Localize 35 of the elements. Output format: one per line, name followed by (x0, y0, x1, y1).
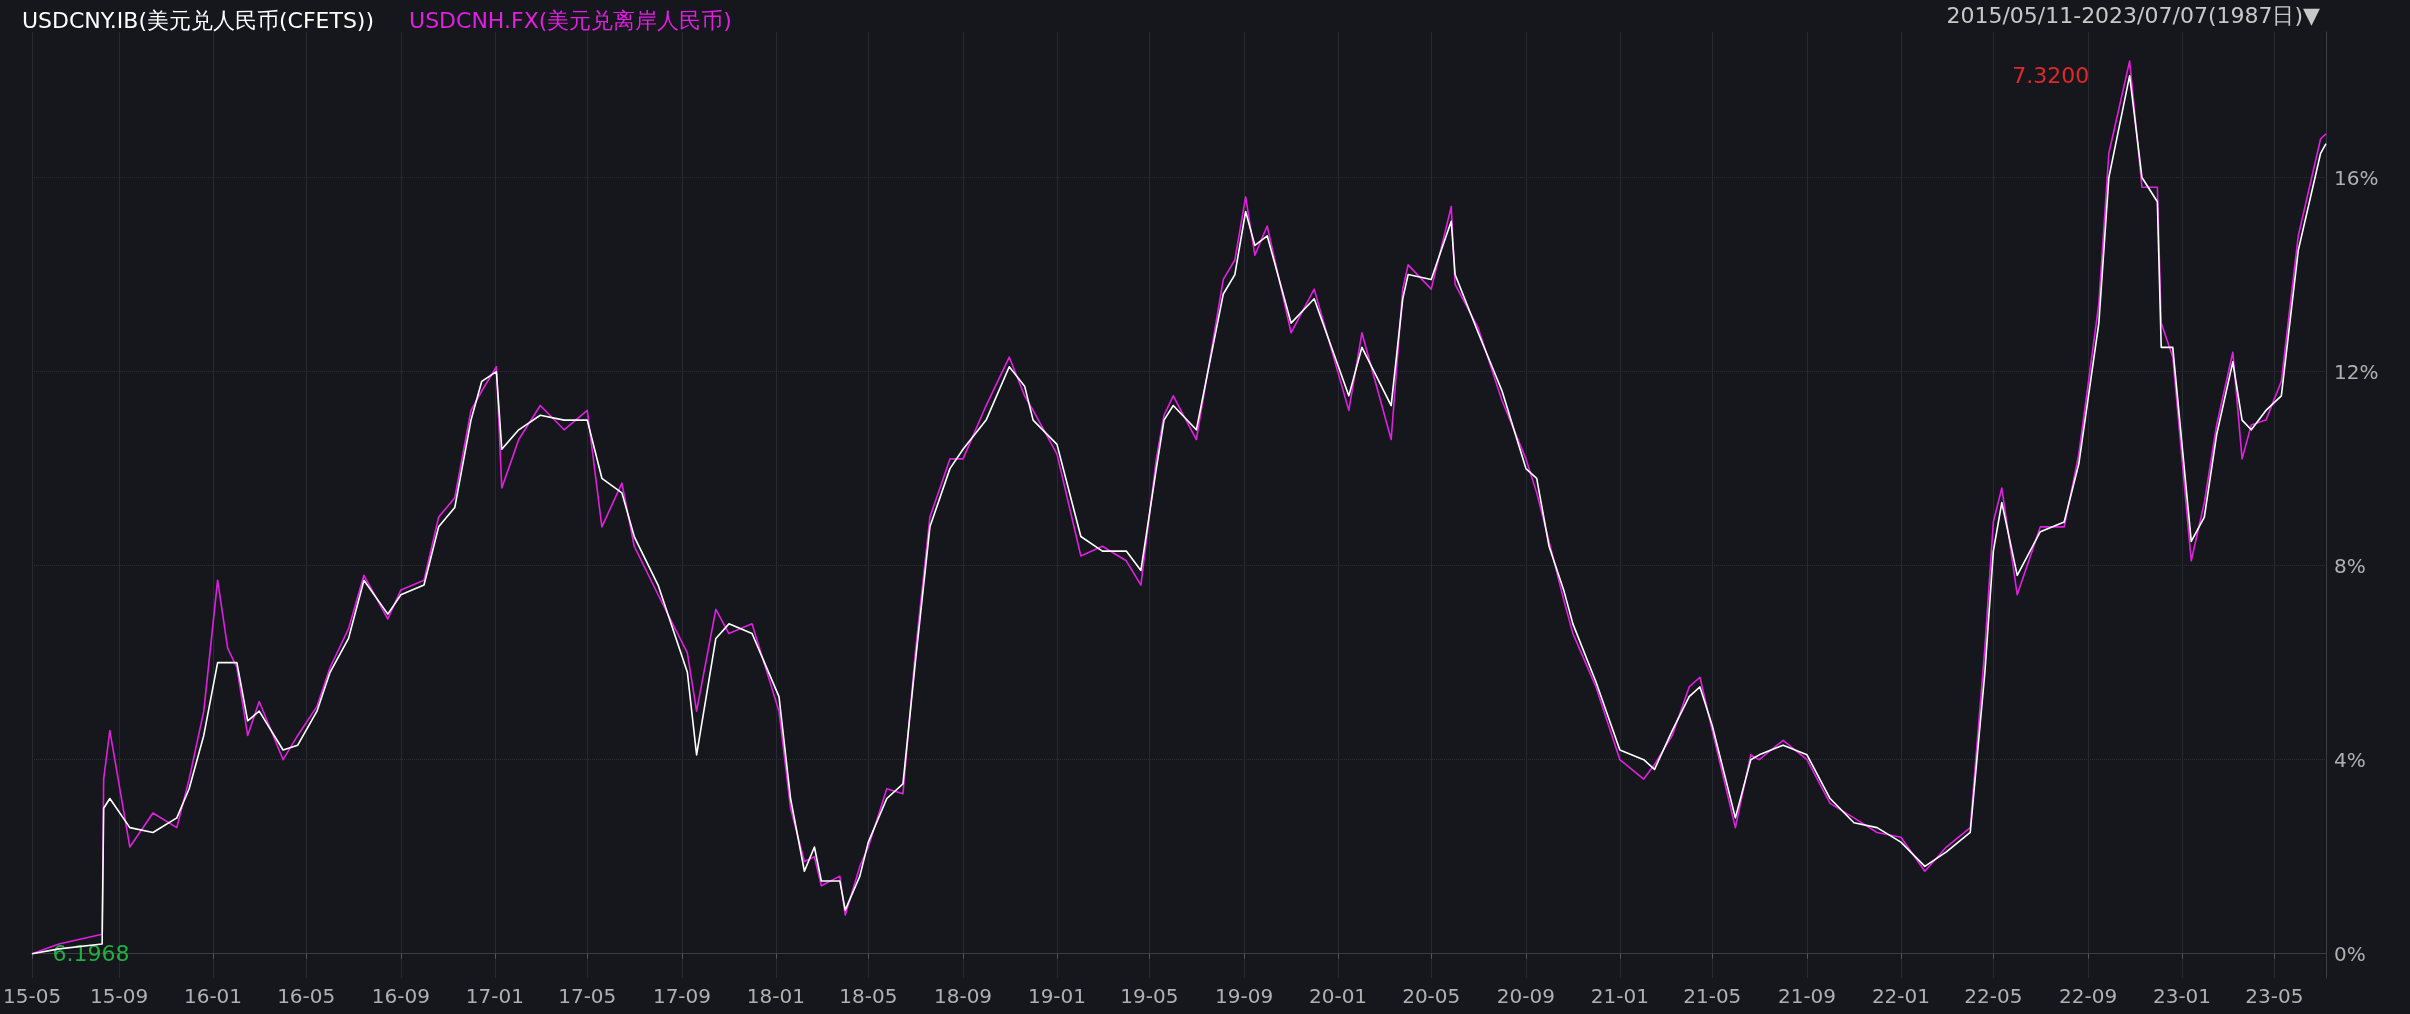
x-tick-label: 16-01 (183, 984, 243, 1008)
x-tick-label: 20-01 (1308, 984, 1368, 1008)
annotation: 7.3200 (2012, 63, 2090, 89)
y-tick-label: 8% (2334, 553, 2366, 578)
x-tick-label: 17-05 (558, 984, 617, 1008)
x-tick-label: 18-05 (839, 984, 898, 1008)
x-tick-label: 21-05 (1683, 984, 1742, 1008)
y-tick-label: 12% (2334, 359, 2379, 384)
x-tick-label: 22-09 (2059, 984, 2118, 1008)
x-tick-label: 21-01 (1590, 984, 1649, 1008)
y-tick-label: 0% (2334, 941, 2366, 966)
x-tick-label: 17-09 (652, 984, 712, 1008)
annotation: 6.1968 (52, 941, 130, 967)
x-tick-label: 20-05 (1402, 984, 1461, 1008)
x-tick-label: 21-09 (1777, 984, 1837, 1008)
x-tick-label: 19-09 (1215, 984, 1274, 1008)
x-tick-label: 16-05 (277, 984, 336, 1008)
x-tick-label: 22-01 (1871, 984, 1930, 1008)
x-tick-label: 15-09 (90, 984, 149, 1008)
x-tick-label: 15-05 (3, 984, 62, 1008)
x-tick-label: 19-05 (1120, 984, 1179, 1008)
text: USDCNY.IB(美元兑人民币(CFETS)) (22, 7, 375, 33)
text: 2015/05/11-2023/07/07(1987日)▼ (1946, 2, 2321, 28)
x-tick-label: 23-01 (2152, 984, 2212, 1008)
x-tick-label: 22-05 (1964, 984, 2023, 1008)
x-tick-label: 16-09 (371, 984, 430, 1008)
x-tick-label: 19-01 (1027, 984, 1087, 1008)
x-tick-label: 20-09 (1496, 984, 1555, 1008)
y-tick-label: 16% (2334, 165, 2379, 190)
text: USDCNH.FX(美元兑离岸人民币) (409, 7, 732, 33)
x-tick-label: 17-01 (465, 984, 524, 1008)
x-tick-label: 18-09 (933, 984, 993, 1008)
x-tick-label: 18-01 (746, 984, 805, 1008)
y-tick-label: 4% (2334, 747, 2366, 772)
x-tick-label: 23-05 (2245, 984, 2304, 1008)
